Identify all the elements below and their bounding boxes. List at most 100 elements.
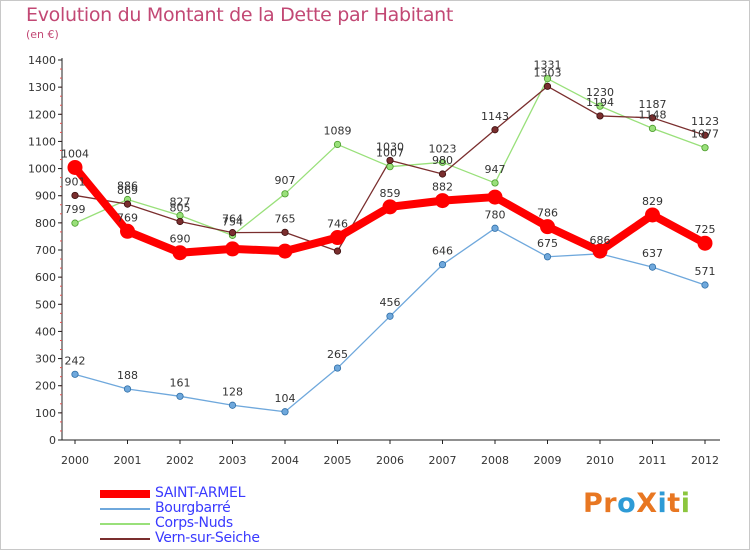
- chart-subtitle: (en €): [26, 28, 59, 41]
- point-saint-armel-2007: [435, 193, 450, 209]
- data-label-vern-sur-seiche-2009: 1303: [534, 66, 562, 79]
- data-label-corps-nuds-2001: 886: [117, 180, 138, 193]
- data-label-saint-armel-2005: 746: [327, 218, 348, 231]
- data-label-bourgbarre-2007: 646: [432, 245, 453, 258]
- legend-swatch-bourgbarre: [100, 508, 150, 510]
- point-vern-sur-seiche-2010: [596, 112, 604, 120]
- point-vern-sur-seiche-2006: [386, 156, 394, 165]
- point-bourgbarre-2006: [386, 312, 394, 320]
- data-label-corps-nuds-2004: 907: [275, 174, 296, 187]
- data-label-saint-armel-2011: 829: [642, 195, 663, 208]
- legend-label-corps-nuds: Corps-Nuds: [155, 515, 233, 531]
- y-tick-label-1100: 1100: [28, 135, 56, 148]
- point-corps-nuds-2011: [648, 124, 657, 132]
- data-label-vern-sur-seiche-2000: 901: [65, 175, 86, 188]
- point-corps-nuds-2004: [281, 190, 289, 198]
- axes: 0 100 200 300 400 500 600 700 800 900 1000 1100 1200…: [28, 54, 720, 467]
- legend-swatch-vern-sur-seiche: [100, 538, 150, 540]
- point-saint-armel-2004: [277, 243, 293, 259]
- data-label-corps-nuds-2005: 1089: [324, 124, 352, 137]
- y-tick-label-1400: 1400: [28, 54, 56, 67]
- point-bourgbarre-2008: [491, 224, 499, 232]
- point-vern-sur-seiche-2012: [701, 131, 709, 139]
- data-label-bourgbarre-2001: 188: [117, 369, 138, 382]
- point-vern-sur-seiche-2005: [333, 247, 342, 255]
- point-saint-armel-2009: [540, 219, 555, 235]
- x-tick-label-2009: 2009: [534, 454, 562, 467]
- logo-letter: X: [636, 488, 658, 519]
- point-bourgbarre-2004: [281, 408, 289, 416]
- legend-label-bourgbarre: Bourgbarré: [155, 500, 231, 516]
- point-vern-sur-seiche-2001: [123, 200, 132, 208]
- y-tick-label-1000: 1000: [28, 163, 56, 176]
- legend-label-saint-armel: SAINT-ARMEL: [155, 485, 246, 501]
- logo-letter: o: [617, 488, 637, 519]
- logo-letter: i: [657, 488, 668, 519]
- data-label-vern-sur-seiche-2008: 1143: [481, 110, 509, 123]
- data-label-bourgbarre-2000: 242: [65, 354, 86, 367]
- x-tick-label-2004: 2004: [271, 454, 299, 467]
- x-tick-label-2002: 2002: [166, 454, 194, 467]
- point-corps-nuds-2010: [596, 102, 604, 110]
- point-bourgbarre-2009: [543, 253, 552, 261]
- data-label-bourgbarre-2012: 571: [695, 265, 716, 278]
- data-label-vern-sur-seiche-2004: 765: [275, 212, 296, 225]
- point-corps-nuds-2007: [438, 158, 447, 166]
- data-label-corps-nuds-2006: 1007: [376, 147, 404, 160]
- x-tick-label-2012: 2012: [691, 454, 719, 467]
- point-vern-sur-seiche-2003: [228, 229, 237, 237]
- x-tick-label-2006: 2006: [376, 454, 404, 467]
- data-label-vern-sur-seiche-2007: 980: [432, 154, 453, 167]
- point-vern-sur-seiche-2011: [648, 114, 657, 122]
- point-bourgbarre-2003: [228, 401, 237, 409]
- point-saint-armel-2011: [645, 207, 660, 223]
- point-bourgbarre-2005: [333, 364, 342, 372]
- point-corps-nuds-2000: [71, 219, 79, 227]
- point-vern-sur-seiche-2002: [176, 217, 184, 226]
- logo-letter: i: [680, 488, 691, 519]
- data-label-corps-nuds-2009: 1331: [534, 59, 562, 72]
- x-tick-label-2010: 2010: [586, 454, 614, 467]
- data-label-bourgbarre-2008: 780: [485, 208, 506, 221]
- data-label-saint-armel-2001: 769: [117, 211, 138, 224]
- data-label-bourgbarre-2003: 128: [222, 385, 243, 398]
- y-tick-label-1300: 1300: [28, 81, 56, 94]
- data-label-vern-sur-seiche-2006: 1030: [376, 140, 404, 153]
- data-label-saint-armel-2012: 725: [695, 223, 716, 236]
- data-label-corps-nuds-2010: 1230: [586, 86, 614, 99]
- point-corps-nuds-2006: [386, 163, 394, 171]
- data-label-vern-sur-seiche-2002: 805: [170, 202, 191, 215]
- point-saint-armel-2001: [120, 223, 135, 239]
- y-tick-label-300: 300: [35, 353, 56, 366]
- point-corps-nuds-2009: [543, 75, 552, 83]
- point-bourgbarre-2007: [438, 261, 447, 269]
- data-label-vern-sur-seiche-2001: 869: [117, 184, 138, 197]
- point-vern-sur-seiche-2008: [491, 126, 499, 134]
- y-tick-label-100: 100: [35, 407, 56, 420]
- data-label-corps-nuds-2011: 1148: [639, 108, 667, 121]
- point-vern-sur-seiche-2007: [438, 170, 447, 178]
- chart-title: Evolution du Montant de la Dette par Hab…: [26, 4, 454, 26]
- logo-letter: r: [603, 488, 618, 519]
- point-saint-armel-2003: [225, 241, 240, 257]
- y-tick-label-900: 900: [35, 190, 56, 203]
- x-tick-label-2001: 2001: [114, 454, 142, 467]
- point-saint-armel-2010: [592, 243, 608, 259]
- data-labels: 1004 769 690 746 859 882 786 829 725 242 188 161 128…: [61, 59, 719, 405]
- data-label-bourgbarre-2010: 686: [590, 234, 611, 247]
- data-label-saint-armel-2006: 859: [380, 187, 401, 200]
- point-saint-armel-2012: [697, 235, 713, 251]
- data-label-vern-sur-seiche-2011: 1187: [639, 98, 667, 111]
- point-saint-armel-2005: [330, 230, 345, 246]
- point-corps-nuds-2008: [491, 179, 499, 187]
- point-bourgbarre-2002: [176, 392, 184, 400]
- data-label-corps-nuds-2000: 799: [65, 203, 86, 216]
- x-tick-label-2005: 2005: [324, 454, 352, 467]
- y-tick-label-600: 600: [35, 271, 56, 284]
- legend-swatch-saint-armel: [100, 490, 150, 498]
- point-corps-nuds-2005: [333, 140, 342, 149]
- data-label-vern-sur-seiche-2012: 1123: [691, 115, 719, 128]
- data-label-saint-armel-2002: 690: [170, 233, 191, 246]
